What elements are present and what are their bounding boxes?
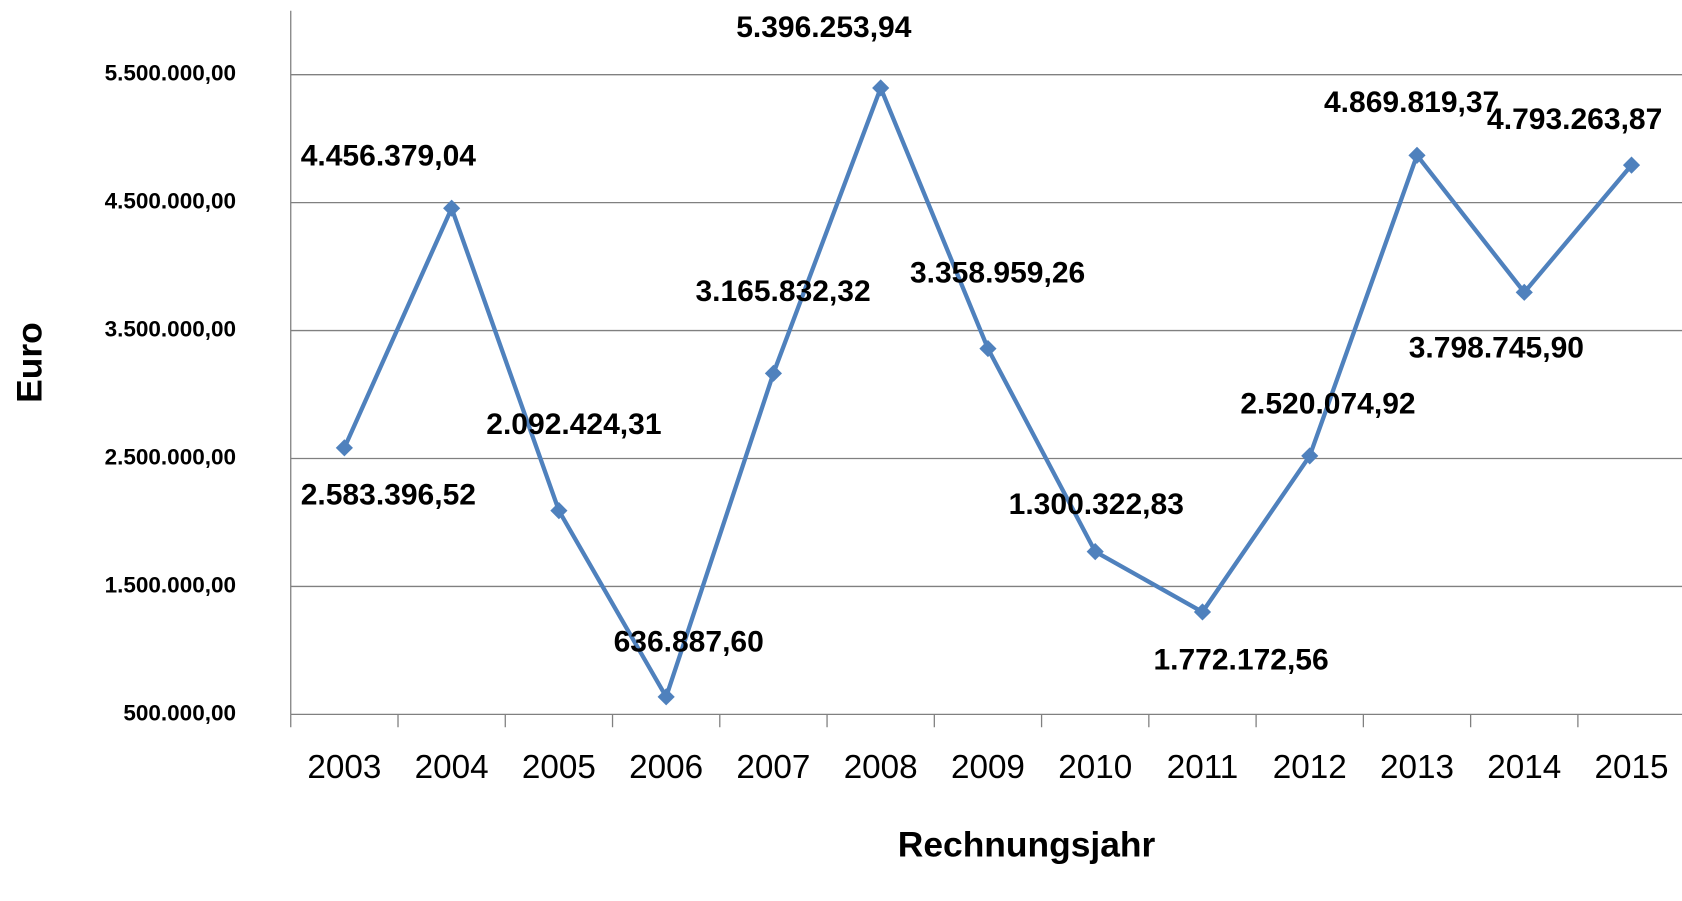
marker xyxy=(1301,447,1319,465)
x-tick-label: 2010 xyxy=(1058,749,1132,786)
y-axis-title: Euro xyxy=(11,322,50,403)
x-tick-label: 2009 xyxy=(951,749,1025,786)
marker xyxy=(443,199,461,217)
data-label: 3.165.832,32 xyxy=(695,275,870,308)
x-tick-label: 2012 xyxy=(1273,749,1347,786)
y-tick-label: 3.500.000,00 xyxy=(105,317,236,342)
x-tick-label: 2013 xyxy=(1380,749,1454,786)
x-tick-label: 2014 xyxy=(1487,749,1561,786)
data-label: 4.793.263,87 xyxy=(1487,103,1662,136)
y-tick-label: 1.500.000,00 xyxy=(105,572,236,597)
x-tick-label: 2011 xyxy=(1167,749,1239,786)
data-label: 4.869.819,37 xyxy=(1324,86,1499,119)
x-axis-title: Rechnungsjahr xyxy=(898,826,1156,865)
data-label: 3.358.959,26 xyxy=(910,257,1085,290)
x-tick-label: 2005 xyxy=(522,749,596,786)
marker xyxy=(872,79,890,97)
data-label: 3.798.745,90 xyxy=(1409,332,1584,365)
x-tick-label: 2004 xyxy=(415,749,489,786)
series-line xyxy=(342,85,1634,699)
x-tick-label: 2006 xyxy=(629,749,703,786)
data-label: 5.396.253,94 xyxy=(736,11,912,44)
marker xyxy=(657,688,675,706)
y-tick-label: 2.500.000,00 xyxy=(105,444,236,469)
data-label: 2.092.424,31 xyxy=(486,408,661,441)
marker xyxy=(764,364,783,382)
marker xyxy=(550,502,568,520)
x-tick-label: 2008 xyxy=(844,749,918,786)
x-tick-label: 2015 xyxy=(1595,749,1669,786)
data-label: 2.520.074,92 xyxy=(1240,387,1415,420)
marker xyxy=(979,340,997,358)
data-label: 1.772.172,56 xyxy=(1153,644,1328,677)
marker xyxy=(1086,543,1104,561)
y-tick-label: 500.000,00 xyxy=(123,700,236,725)
data-label: 2.583.396,52 xyxy=(301,479,476,512)
x-tick-label: 2003 xyxy=(307,749,381,786)
data-label: 1.300.322,83 xyxy=(1009,488,1184,521)
y-tick-label: 5.500.000,00 xyxy=(105,61,236,86)
marker xyxy=(1408,146,1426,164)
x-tick-label: 2007 xyxy=(736,749,810,786)
data-label: 636.887,60 xyxy=(614,626,764,659)
y-tick-label: 4.500.000,00 xyxy=(105,189,236,214)
data-label: 4.456.379,04 xyxy=(301,140,477,173)
marker xyxy=(335,439,353,457)
